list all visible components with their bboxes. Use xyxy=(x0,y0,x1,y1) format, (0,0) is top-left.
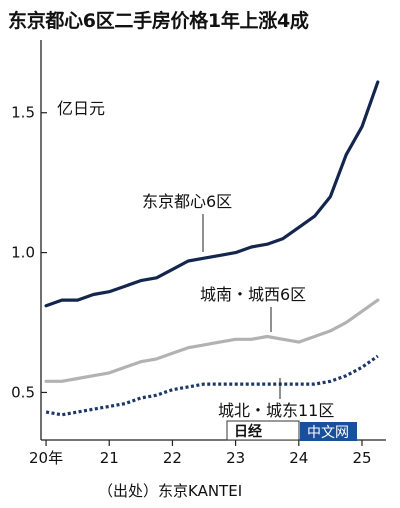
watermark-text: 中文网 xyxy=(307,425,349,441)
watermark: 日经 中文网 xyxy=(226,420,357,441)
watermark-logo-text: 日经 xyxy=(234,423,262,440)
x-ticks: 20年 21 22 23 24 25 xyxy=(29,440,372,467)
series-label-johoku-joto: 城北・城东11区 xyxy=(218,401,334,420)
series-line-johoku-joto xyxy=(45,354,379,417)
watermark-badge xyxy=(300,422,357,441)
x-tick-label: 25 xyxy=(352,449,371,467)
x-tick-label: 22 xyxy=(163,449,182,467)
x-tick-label: 23 xyxy=(226,449,245,467)
y-tick-label: 1.0 xyxy=(11,244,35,262)
watermark-logo-badge xyxy=(226,420,300,441)
source-note: （出处）东京KANTEI xyxy=(98,482,243,500)
x-tick-label: 21 xyxy=(100,449,119,467)
y-ticks: 0.5 1.0 1.5 xyxy=(11,104,47,401)
y-tick-label: 1.5 xyxy=(11,104,35,122)
x-tick-label: 24 xyxy=(289,449,308,467)
series-labels: 东京都心6区 城南・城西6区 城北・城东11区 xyxy=(142,192,334,420)
chart-title: 东京都心6区二手房价格1年上涨4成 xyxy=(8,10,309,32)
y-tick-label: 0.5 xyxy=(11,383,35,401)
series-label-jonan-josei: 城南・城西6区 xyxy=(200,285,306,304)
y-unit-label: 亿日元 xyxy=(57,99,105,118)
x-tick-label: 20年 xyxy=(29,449,63,467)
series-line-tokyo-center xyxy=(44,80,380,308)
series-label-tokyo-center: 东京都心6区 xyxy=(142,192,232,211)
series-line-jonan-josei xyxy=(44,298,380,383)
series-layer xyxy=(44,80,380,417)
